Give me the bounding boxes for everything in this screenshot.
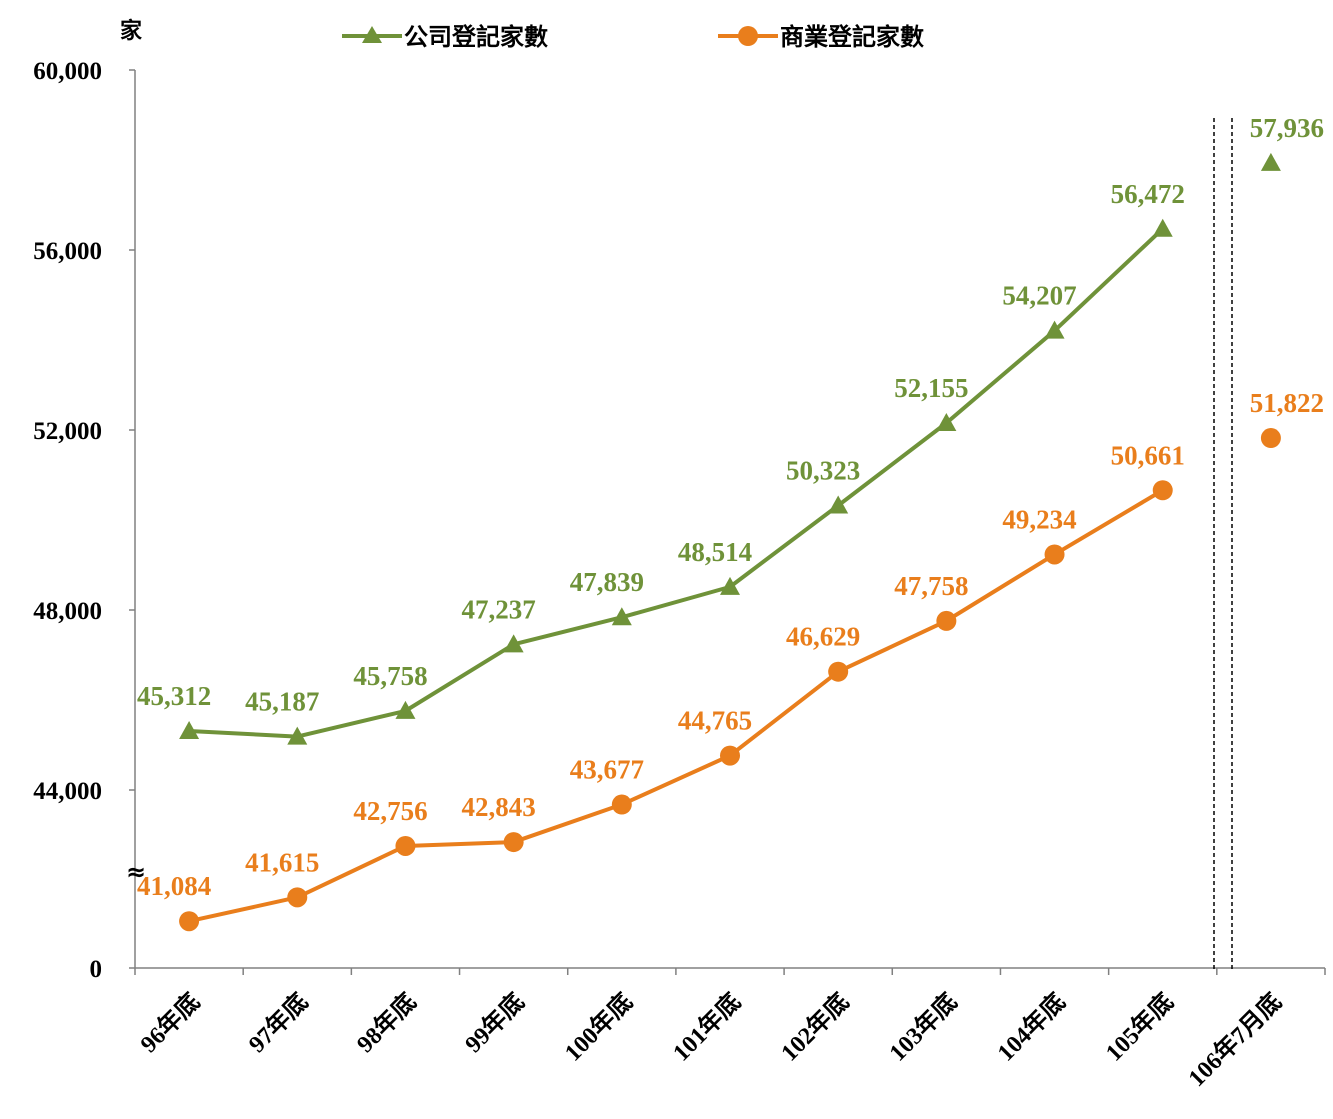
data-label: 50,323 — [786, 455, 860, 485]
data-point-circle — [395, 835, 416, 856]
data-label: 50,661 — [1111, 440, 1185, 470]
y-tick-label: 44,000 — [33, 778, 102, 805]
data-point-triangle — [395, 700, 416, 719]
data-point-triangle — [611, 607, 632, 626]
x-tick-label: 97年底 — [243, 987, 314, 1058]
data-point-circle — [828, 661, 849, 682]
y-tick-label: 56,000 — [33, 238, 102, 265]
data-label: 45,758 — [353, 661, 427, 691]
data-label: 47,237 — [462, 594, 536, 624]
data-point-triangle — [720, 576, 740, 595]
data-label: 57,936 — [1250, 113, 1324, 143]
data-label: 41,615 — [245, 847, 319, 877]
data-label: 51,822 — [1250, 388, 1324, 418]
y-unit-label: 家 — [120, 18, 143, 44]
y-tick-label: 60,000 — [33, 58, 102, 85]
data-point-triangle — [1044, 320, 1065, 339]
data-point-triangle — [287, 726, 308, 745]
data-point-triangle — [1260, 152, 1281, 171]
legend: 公司登記家數 商業登記家數 — [342, 23, 924, 51]
legend-marker-circle — [738, 26, 758, 46]
x-tick-label: 103年底 — [883, 987, 962, 1066]
series-line — [188, 227, 1165, 739]
data-point-triangle — [828, 495, 849, 514]
data-label: 48,514 — [678, 537, 752, 567]
data-label: 47,758 — [894, 571, 968, 601]
series-business: 41,084 41,615 42,756 42,843 43,677 44,765 46,6… — [137, 388, 1324, 932]
axis-break-symbol: ≈ — [126, 858, 146, 886]
y-tick-label: 0 — [90, 956, 103, 983]
data-point-circle — [720, 745, 740, 766]
legend-marker-triangle — [362, 26, 382, 43]
y-ticks: 0 44,000 48,000 52,000 56,000 60,000 — [33, 58, 135, 983]
legend-item-company: 公司登記家數 — [342, 23, 548, 51]
x-tick-label: 99年底 — [459, 987, 530, 1058]
x-tick-label: 101年底 — [667, 987, 746, 1066]
data-label: 43,677 — [570, 755, 644, 785]
data-point-triangle — [1152, 218, 1173, 237]
x-tick-label: 98年底 — [351, 987, 422, 1058]
separator-lines — [1213, 118, 1233, 970]
data-label: 52,155 — [894, 373, 968, 403]
x-tick-label: 105年底 — [1100, 987, 1179, 1066]
data-label: 46,629 — [786, 622, 860, 652]
data-label: 45,312 — [137, 681, 211, 711]
data-point-triangle — [179, 720, 200, 739]
data-label: 41,084 — [137, 871, 211, 901]
data-point-triangle — [936, 413, 957, 432]
data-point-circle — [611, 794, 632, 815]
x-tick-label: 106年7月底 — [1182, 987, 1287, 1092]
x-tick-label: 100年底 — [559, 987, 638, 1066]
data-point-circle — [1044, 544, 1065, 565]
data-point-circle — [179, 911, 200, 932]
x-tick-label: 102年底 — [775, 987, 854, 1066]
data-point-circle — [503, 832, 524, 853]
x-tick-label: 104年底 — [992, 987, 1071, 1066]
series-layer: 45,312 45,187 45,758 47,237 47,839 48,514 50,3… — [137, 113, 1324, 932]
data-label: 45,187 — [245, 687, 319, 717]
data-label: 42,756 — [353, 796, 427, 826]
data-label: 47,839 — [570, 567, 644, 597]
series-company: 45,312 45,187 45,758 47,237 47,839 48,514 50,3… — [137, 113, 1324, 745]
data-label: 49,234 — [1002, 504, 1076, 534]
legend-label-company: 公司登記家數 — [404, 23, 548, 51]
data-point-circle — [287, 887, 308, 908]
x-ticks: 96年底 97年底 98年底 99年底 100年底 101年底 102年底 103年底 104年… — [134, 968, 1326, 1092]
data-point-circle — [1152, 480, 1173, 501]
data-label: 44,765 — [678, 706, 752, 736]
data-point-circle — [936, 610, 957, 631]
data-label: 42,843 — [462, 792, 536, 822]
y-tick-label: 52,000 — [33, 418, 102, 445]
data-label: 54,207 — [1002, 281, 1076, 311]
data-point-triangle — [503, 634, 524, 653]
data-point-circle — [1260, 428, 1281, 449]
x-tick-label: 96年底 — [135, 987, 206, 1058]
legend-item-business: 商業登記家數 — [718, 23, 924, 51]
y-tick-label: 48,000 — [33, 598, 102, 625]
legend-label-business: 商業登記家數 — [780, 23, 924, 51]
axes: 家 ≈ — [120, 18, 1325, 969]
series-line — [188, 488, 1164, 924]
data-label: 56,472 — [1111, 179, 1185, 209]
